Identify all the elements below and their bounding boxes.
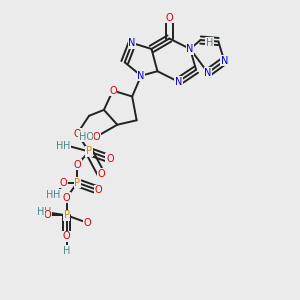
Text: N: N [128,38,136,48]
Text: O: O [74,160,81,170]
Text: O: O [166,13,173,23]
Text: H: H [63,246,70,256]
Text: N: N [186,44,194,54]
Text: H: H [63,140,70,151]
Text: HO: HO [79,132,94,142]
Text: H: H [46,190,53,200]
Text: N: N [204,68,211,78]
Text: O: O [44,210,51,220]
Text: O: O [94,185,102,195]
Text: O: O [63,231,70,241]
Text: H: H [37,207,44,218]
Text: H: H [44,207,51,218]
Text: P: P [64,210,70,220]
Text: O: O [106,154,114,164]
Text: H: H [53,190,60,200]
Text: H: H [56,140,64,151]
Text: O: O [84,218,92,228]
Text: P: P [86,146,92,157]
Text: O: O [93,132,100,142]
Text: O: O [74,129,81,139]
Text: P: P [74,178,80,188]
Text: N: N [175,76,182,87]
Text: O: O [109,85,117,96]
Text: O: O [63,193,70,202]
Text: N: N [137,71,145,81]
Text: O: O [60,178,68,188]
Text: O: O [97,169,105,179]
Text: H: H [206,38,213,48]
Text: N: N [220,56,228,66]
